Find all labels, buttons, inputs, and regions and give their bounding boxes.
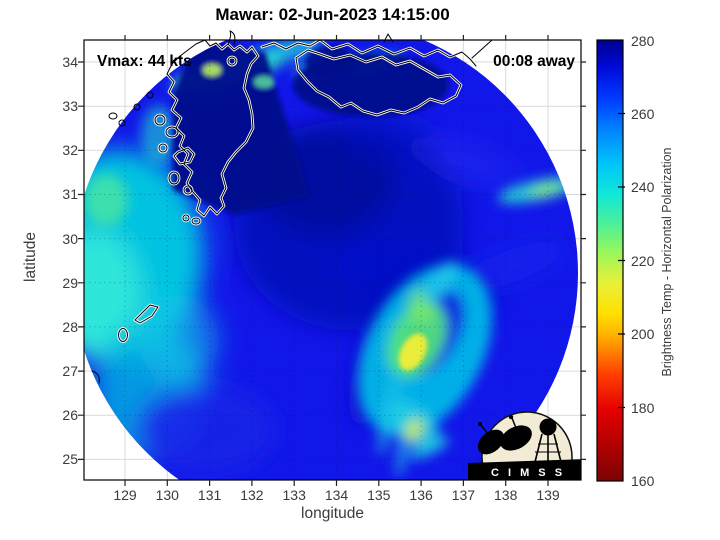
plot-title: Mawar: 02-Jun-2023 14:15:00 xyxy=(215,5,450,24)
colorbar xyxy=(596,39,625,482)
coastlines xyxy=(91,30,494,384)
vmax-annotation: Vmax: 44 kts xyxy=(97,53,192,70)
colorbar-tick-label: 200 xyxy=(631,326,655,343)
colorbar-tick-label: 180 xyxy=(631,399,655,416)
tick-marks xyxy=(78,35,586,486)
y-tick-label: 25 xyxy=(62,451,78,468)
y-tick-label: 31 xyxy=(62,186,78,203)
cimss-logo-art xyxy=(468,414,581,480)
x-tick-label: 137 xyxy=(451,487,476,503)
y-tick-label: 33 xyxy=(62,98,78,115)
y-tick-label: 29 xyxy=(62,274,78,291)
colorbar-tick-label: 240 xyxy=(631,179,655,196)
eta-annotation: 00:08 away xyxy=(493,53,575,70)
colorbar-tick-label: 160 xyxy=(631,472,655,489)
colorbar-tick-label: 220 xyxy=(631,252,655,269)
colorbar-tick-label: 280 xyxy=(631,32,655,49)
x-tick-label: 136 xyxy=(409,487,433,503)
y-tick-label: 34 xyxy=(62,54,78,70)
x-tick-label: 132 xyxy=(240,487,264,503)
y-tick-label: 27 xyxy=(62,363,78,380)
x-tick-label: 134 xyxy=(324,487,349,503)
x-axis-label: longitude xyxy=(301,505,364,522)
cimss-logo-text: C I M S S xyxy=(491,467,565,479)
satellite-swath-data xyxy=(84,40,578,480)
y-tick-label: 30 xyxy=(62,230,78,247)
cimss-logo: C I M S S xyxy=(468,411,581,480)
x-tick-label: 135 xyxy=(367,487,391,503)
colorbar-tick-label: 260 xyxy=(631,105,655,122)
y-tick-label: 28 xyxy=(62,318,78,335)
y-axis-label: latitude xyxy=(22,232,39,282)
x-tick-label: 133 xyxy=(282,487,306,503)
x-tick-label: 138 xyxy=(494,487,518,503)
y-tick-label: 32 xyxy=(62,142,78,159)
x-tick-label: 129 xyxy=(113,487,137,503)
grid-lines-over-data xyxy=(84,40,578,480)
x-tick-label: 130 xyxy=(155,487,179,503)
colorbar-label: Brightness Temp - Horizontal Polarizatio… xyxy=(660,147,674,377)
x-tick-label: 139 xyxy=(536,487,560,503)
axes-border xyxy=(83,39,582,481)
colorbar-ticks xyxy=(618,112,625,409)
x-tick-label: 131 xyxy=(197,487,222,503)
y-tick-label: 26 xyxy=(62,407,78,424)
